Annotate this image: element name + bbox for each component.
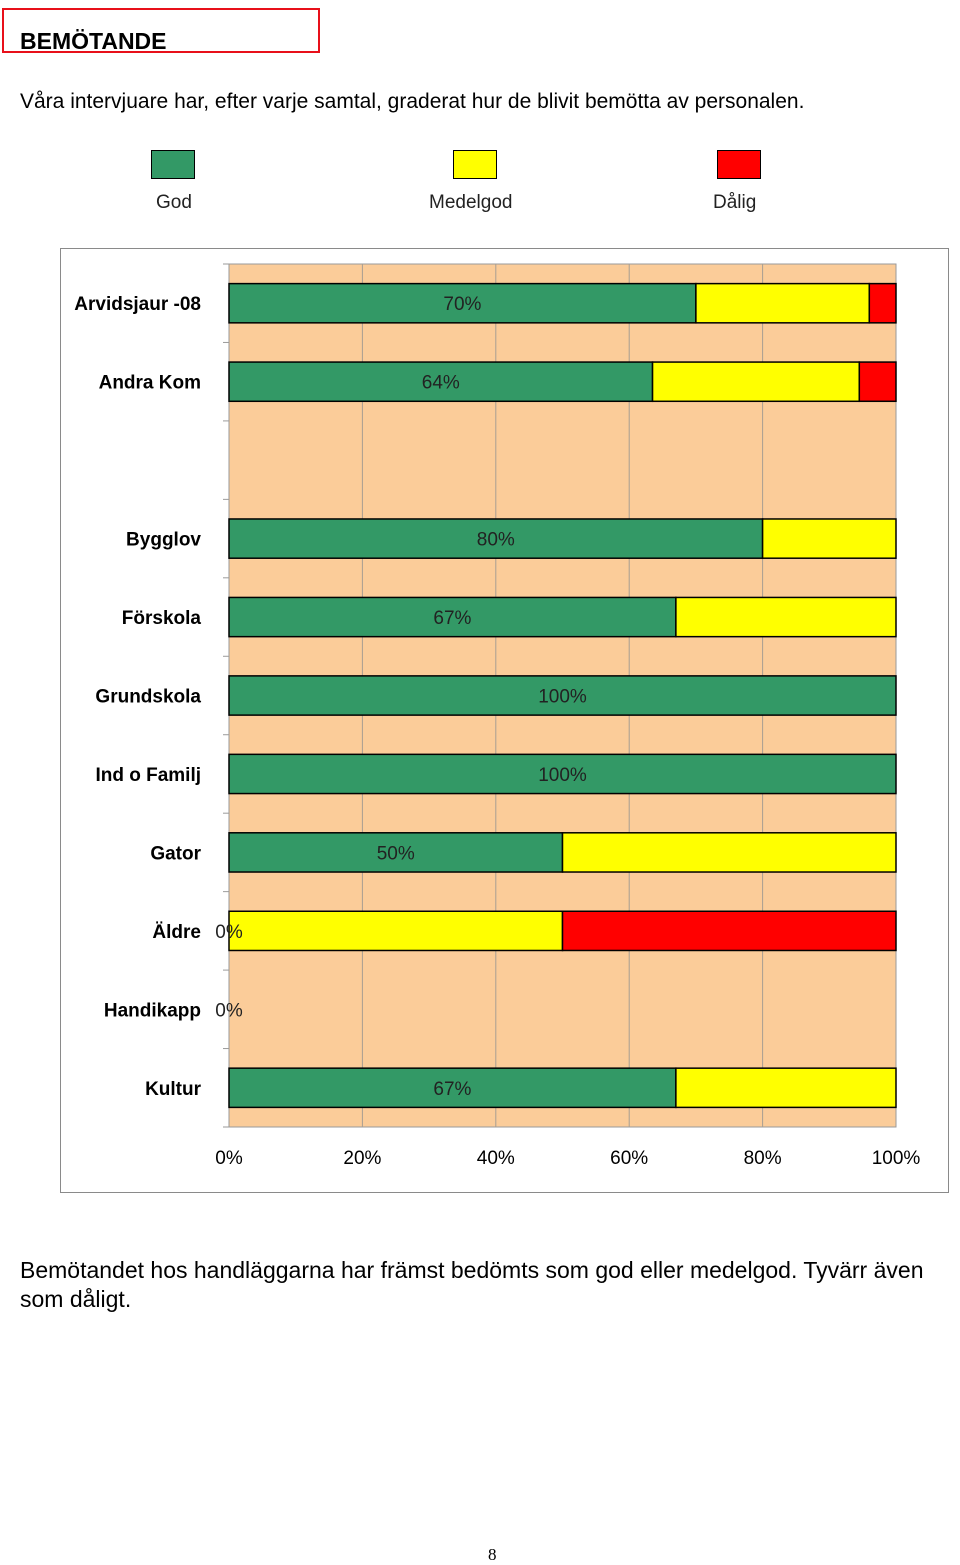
data-label: 100%	[538, 687, 587, 708]
bar-dalig-andra-kom	[858, 361, 897, 403]
bar-god-kultur	[228, 1067, 677, 1109]
bar-god-bygglov	[228, 518, 764, 559]
bar-god-ind-o-familj	[228, 753, 897, 795]
category-label: Bygglov	[126, 530, 201, 551]
x-tick-label: 20%	[343, 1148, 381, 1169]
legend-swatch-medelgod	[453, 150, 497, 179]
bar-dalig-arvidsjaur-08	[868, 282, 897, 324]
bar-god-forskola	[228, 596, 677, 638]
legend-swatch-god	[151, 150, 195, 179]
category-label: Ind o Familj	[95, 765, 201, 786]
data-label: 80%	[477, 530, 515, 551]
category-label: Andra Kom	[99, 373, 201, 394]
bar-medelgod-forskola	[675, 596, 897, 638]
data-label: 0%	[215, 1000, 243, 1021]
legend-swatch-dalig	[717, 150, 761, 179]
data-label: 67%	[433, 1079, 471, 1100]
x-tick-label: 60%	[610, 1148, 648, 1169]
bar-god-andra-kom	[228, 361, 654, 403]
x-tick-label: 100%	[872, 1148, 921, 1169]
bar-medelgod-bygglov	[761, 518, 897, 559]
legend-label-god: God	[156, 192, 192, 213]
bar-medelgod-arvidsjaur-08	[695, 282, 871, 324]
data-label: 0%	[215, 922, 243, 943]
data-label: 50%	[377, 843, 415, 864]
intro-text: Våra intervjuare har, efter varje samtal…	[20, 90, 805, 113]
data-label: 64%	[422, 373, 460, 394]
bar-medelgod-aldre	[228, 910, 564, 952]
bar-medelgod-andra-kom	[651, 361, 861, 403]
x-tick-label: 80%	[744, 1148, 782, 1169]
category-label: Kultur	[145, 1079, 202, 1100]
data-label: 70%	[443, 294, 481, 315]
bar-medelgod-kultur	[675, 1067, 897, 1109]
page-heading: BEMÖTANDE	[20, 28, 167, 54]
category-label: Handikapp	[104, 1000, 201, 1021]
bar-medelgod-gator	[561, 832, 897, 873]
bar-god-gator	[228, 832, 564, 873]
heading-frame	[2, 8, 320, 53]
bar-god-grundskola	[228, 675, 897, 716]
x-tick-label: 40%	[477, 1148, 515, 1169]
legend-label-dalig: Dålig	[713, 192, 757, 213]
category-label: Arvidsjaur -08	[74, 294, 201, 315]
legend-label-medelgod: Medelgod	[429, 192, 513, 213]
category-label: Förskola	[122, 608, 202, 629]
data-label: 100%	[538, 765, 587, 786]
summary-text: Bemötandet hos handläggarna har främst b…	[20, 1257, 924, 1312]
category-label: Gator	[150, 843, 201, 864]
stacked-bar-chart: 0% 20% 40% 60% 80% 100% Arvidsjaur -08 70% Andra…	[60, 248, 949, 1193]
category-label: Grundskola	[95, 687, 201, 708]
category-label: Äldre	[152, 922, 201, 943]
bar-dalig-aldre	[561, 910, 897, 952]
data-label: 67%	[433, 608, 471, 629]
page-number: 8	[488, 1545, 497, 1564]
x-tick-label: 0%	[215, 1148, 243, 1169]
